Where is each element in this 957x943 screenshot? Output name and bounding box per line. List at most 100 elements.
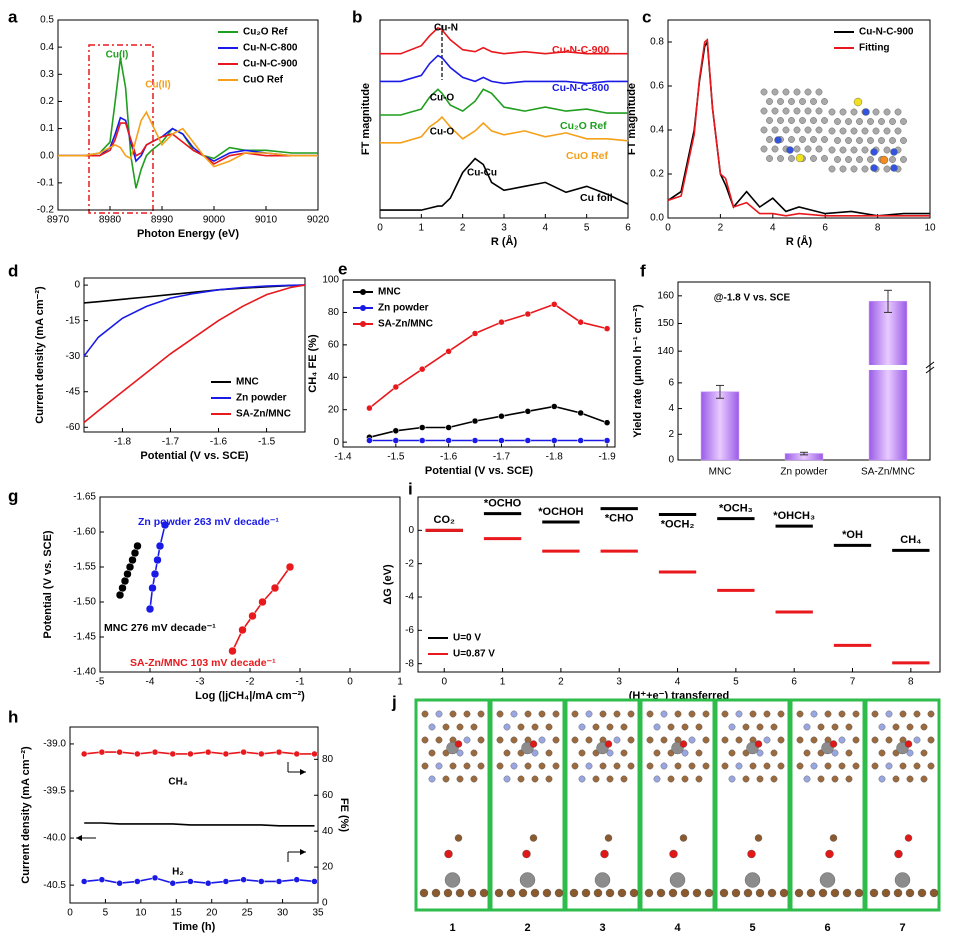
atom xyxy=(578,723,586,731)
atom xyxy=(885,710,893,718)
panel-letter: e xyxy=(338,259,347,278)
step-label: *OCHOH xyxy=(538,506,583,518)
x-tick-label: 6 xyxy=(625,223,631,234)
x-tick-label: 9020 xyxy=(307,215,330,226)
atom xyxy=(674,710,682,718)
atom xyxy=(605,888,615,898)
atom xyxy=(529,740,538,748)
x-tick-label: 8990 xyxy=(151,215,174,226)
atom xyxy=(821,155,828,162)
data-point xyxy=(258,597,267,607)
atom xyxy=(524,710,532,718)
legend-label: Zn powder xyxy=(378,303,429,314)
atom xyxy=(856,137,863,144)
atom xyxy=(871,736,879,744)
atom xyxy=(856,118,863,125)
atom xyxy=(867,137,874,144)
data-point xyxy=(151,748,159,756)
atom xyxy=(788,136,795,143)
data-point xyxy=(392,437,400,444)
atom xyxy=(552,710,560,718)
atom xyxy=(510,710,518,718)
atom xyxy=(777,762,785,770)
atom xyxy=(793,88,801,96)
data-point xyxy=(204,748,212,756)
atom xyxy=(799,117,806,124)
atom xyxy=(828,127,836,135)
atom xyxy=(519,872,536,888)
atom xyxy=(444,872,461,888)
atom xyxy=(606,749,614,757)
data-point xyxy=(150,569,160,579)
atom xyxy=(796,762,804,770)
plot-frame xyxy=(57,19,319,211)
atom xyxy=(613,762,621,770)
y-tick-label: 0.3 xyxy=(40,69,54,80)
atom xyxy=(669,872,686,888)
atom xyxy=(681,749,689,757)
data-point xyxy=(116,879,123,887)
atom xyxy=(834,137,841,144)
atom xyxy=(470,749,478,757)
x-axis-label: Photon Energy (eV) xyxy=(137,228,239,240)
atom xyxy=(793,126,801,134)
y-tick-label: -1.40 xyxy=(73,667,96,678)
atom xyxy=(777,98,784,105)
atom xyxy=(766,136,773,143)
legend-label: MNC xyxy=(236,377,259,388)
legend-marker xyxy=(360,289,366,295)
data-point xyxy=(222,750,230,758)
data-point xyxy=(392,383,400,391)
atom xyxy=(771,88,779,96)
atom xyxy=(531,775,539,783)
atom xyxy=(760,88,768,96)
data-point xyxy=(603,325,611,332)
atom xyxy=(644,888,654,898)
atom xyxy=(646,710,654,718)
atom xyxy=(871,762,879,770)
atom xyxy=(702,710,710,718)
atom xyxy=(620,749,628,757)
x-tick-label: -1.6 xyxy=(210,437,228,448)
atom xyxy=(538,762,546,770)
atom xyxy=(885,762,893,770)
y-tick-label: 160 xyxy=(657,290,674,301)
atom xyxy=(749,762,757,770)
atom xyxy=(889,118,896,125)
data-point xyxy=(498,412,505,420)
data-point xyxy=(270,583,280,593)
data-point xyxy=(577,437,584,444)
data-point xyxy=(169,879,176,887)
atom xyxy=(571,710,579,718)
data-point xyxy=(551,437,558,444)
atom xyxy=(431,888,441,898)
x-tick-label: 15 xyxy=(171,908,183,919)
atom xyxy=(881,888,891,898)
plot-frame xyxy=(417,496,941,673)
atom xyxy=(760,145,768,153)
atom xyxy=(889,156,896,163)
structure-frame xyxy=(639,698,716,912)
atom xyxy=(831,775,839,783)
series-line xyxy=(380,115,629,144)
atom xyxy=(821,98,828,105)
atom xyxy=(503,775,511,783)
data-point xyxy=(445,437,452,444)
atom xyxy=(828,108,836,116)
atom xyxy=(754,740,763,748)
y2-tick-label: 40 xyxy=(322,826,334,837)
data-point xyxy=(80,878,88,885)
atom xyxy=(870,148,878,156)
atom xyxy=(804,126,812,134)
atom xyxy=(494,888,504,898)
atom xyxy=(861,146,869,154)
atom xyxy=(927,736,935,744)
atom xyxy=(755,888,765,898)
atom xyxy=(838,762,846,770)
legend-label: U=0.87 V xyxy=(453,649,495,660)
x-tick-label: 7 xyxy=(850,677,856,688)
atom xyxy=(871,710,879,718)
atom xyxy=(803,723,811,731)
data-point xyxy=(551,301,558,308)
